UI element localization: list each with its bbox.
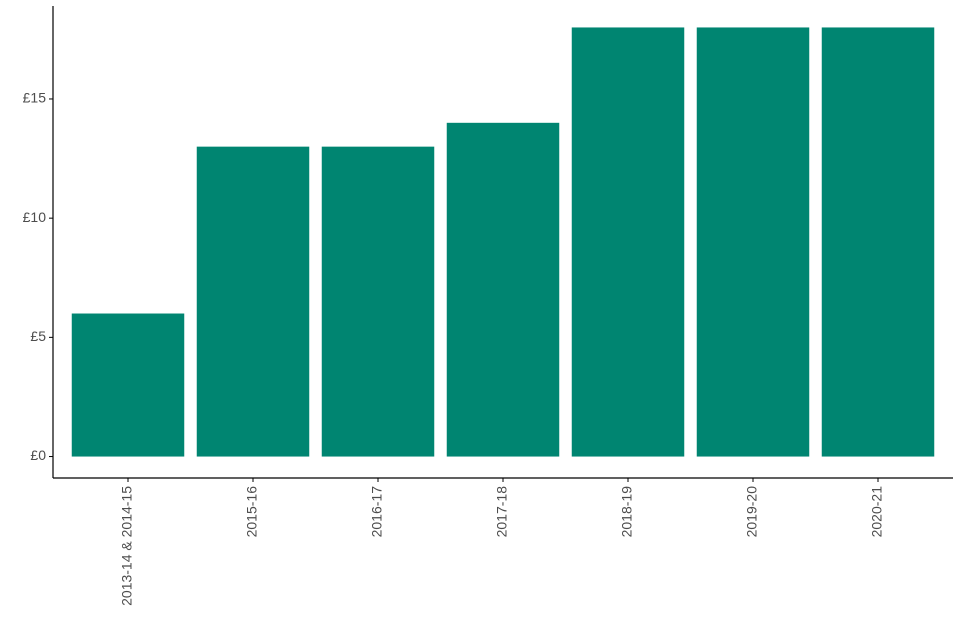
x-tick-label: 2013-14 & 2014-15 xyxy=(119,486,135,606)
x-tick-label: 2015-16 xyxy=(244,486,260,538)
x-tick-label: 2016-17 xyxy=(369,486,385,538)
y-tick-label: £10 xyxy=(23,209,47,225)
bar xyxy=(71,313,185,457)
bar xyxy=(821,27,935,457)
bar xyxy=(571,27,685,457)
bar xyxy=(196,146,310,457)
x-tick-label: 2018-19 xyxy=(619,486,635,538)
x-tick-label: 2017-18 xyxy=(494,486,510,538)
bar xyxy=(696,27,810,457)
y-tick-label: £0 xyxy=(30,447,46,463)
x-tick-label: 2019-20 xyxy=(744,486,760,538)
x-tick-label: 2020-21 xyxy=(869,486,885,538)
y-tick-label: £15 xyxy=(23,90,47,106)
y-tick-label: £5 xyxy=(30,328,46,344)
bar xyxy=(321,146,435,457)
bar xyxy=(446,122,560,457)
